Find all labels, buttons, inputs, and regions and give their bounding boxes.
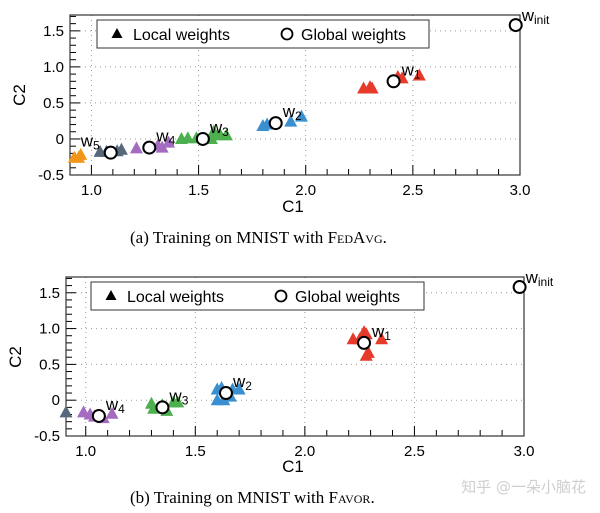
- local-weight-point: [412, 68, 426, 81]
- caption-b-suffix: .: [370, 488, 375, 507]
- x-tick-label: 2.0: [295, 182, 316, 199]
- plot-frame: [65, 276, 525, 437]
- global-weight-point: [91, 408, 106, 423]
- global-weight-point: [386, 74, 401, 89]
- global-weight-point: [155, 400, 170, 415]
- caption-b-prefix: (b) Training on MNIST with: [130, 488, 329, 507]
- local-weight-point: [129, 141, 143, 154]
- global-weight-point: [268, 116, 283, 131]
- x-tick-label: 1.5: [188, 182, 209, 199]
- legend-triangle-icon: [111, 28, 123, 38]
- y-tick-label: 0.5: [43, 95, 64, 112]
- local-weight-point: [114, 142, 128, 155]
- caption-a: (a) Training on MNIST with FedAvg.: [130, 228, 387, 248]
- caption-a-method: FedAvg: [327, 228, 383, 247]
- legend-triangle-icon: [105, 290, 117, 300]
- local-weight-point: [155, 140, 169, 153]
- y-tick-label: -0.5: [38, 167, 64, 184]
- y-tick-label: 1.5: [39, 285, 60, 302]
- x-tick-label: 2.0: [294, 443, 315, 460]
- x-tick-label: 1.0: [75, 443, 96, 460]
- local-weight-point: [219, 128, 233, 141]
- global-weight-label: w5: [80, 132, 100, 153]
- global-weight-label: w4: [105, 395, 125, 416]
- x-tick-label: 3.0: [514, 443, 535, 460]
- scatter-panel-0: 1.0 1.5 2.0 2.5 3.0 -0.5 0 0.5 1.0 1.5 C1 C2 winit w1…: [10, 6, 550, 216]
- caption-a-suffix: .: [382, 228, 387, 247]
- x-axis-label: C1: [282, 457, 304, 476]
- x-tick-label: 1.0: [81, 182, 102, 199]
- global-weight-label: w2: [282, 102, 302, 123]
- plot-frame: [69, 14, 521, 176]
- global-weight-point: [195, 131, 210, 146]
- local-weight-point: [74, 147, 88, 160]
- legend-box: [90, 281, 425, 311]
- x-tick-label: 3.0: [510, 182, 531, 199]
- global-weight-label: w1: [371, 322, 391, 343]
- local-weight-point: [365, 81, 379, 94]
- x-axis-label: C1: [282, 197, 304, 216]
- global-weight-label: w1: [401, 60, 421, 81]
- caption-b-method: Favor: [328, 488, 371, 507]
- global-weight-point: [512, 280, 527, 295]
- global-weight-point: [357, 335, 372, 350]
- global-weight-label: w3: [209, 118, 229, 139]
- local-weight-point: [361, 345, 375, 358]
- local-weight-point: [59, 405, 73, 418]
- y-tick-label: 1.5: [43, 23, 64, 40]
- global-weight-label: w2: [232, 372, 252, 393]
- x-tick-label: 2.5: [404, 443, 425, 460]
- global-weight-label: w4: [155, 127, 175, 148]
- x-tick-label: 2.5: [402, 182, 423, 199]
- global-weight-point: [508, 18, 523, 33]
- y-tick-label: 0: [52, 392, 60, 409]
- local-weight-point: [375, 332, 389, 345]
- y-axis-label: C2: [6, 346, 25, 368]
- y-tick-label: 1.0: [39, 321, 60, 338]
- legend-box: [96, 19, 430, 49]
- global-weight-label: winit: [521, 6, 550, 27]
- global-weight-point: [142, 140, 157, 155]
- legend-global-label: Global weights: [295, 289, 400, 306]
- global-weight-point: [218, 386, 233, 401]
- global-weight-label: w3: [168, 386, 188, 407]
- local-weight-point: [232, 382, 246, 395]
- y-tick-label: -0.5: [34, 428, 60, 445]
- legend-local-label: Local weights: [127, 289, 224, 306]
- global-weight-point: [103, 145, 118, 160]
- y-axis-label: C2: [10, 84, 29, 106]
- scatter-panel-1: 1.0 1.5 2.0 2.5 3.0 -0.5 0 0.5 1.0 1.5 C1 C2 winit w1…: [6, 268, 554, 476]
- global-weight-label: winit: [525, 268, 554, 289]
- legend-circle-icon: [274, 289, 288, 303]
- y-tick-label: 1.0: [43, 59, 64, 76]
- caption-b: (b) Training on MNIST with Favor.: [130, 488, 375, 508]
- local-weight-point: [284, 114, 298, 127]
- legend-circle-icon: [280, 27, 294, 41]
- legend-local-label: Local weights: [133, 27, 230, 44]
- watermark: 知乎 @一朵小脑花: [461, 478, 586, 496]
- local-weight-point: [105, 406, 119, 419]
- legend-global-label: Global weights: [301, 27, 406, 44]
- y-tick-label: 0: [56, 131, 64, 148]
- local-weight-point: [162, 135, 176, 148]
- local-weight-point: [171, 395, 185, 408]
- x-tick-label: 1.5: [185, 443, 206, 460]
- caption-a-prefix: (a) Training on MNIST with: [130, 228, 328, 247]
- local-weight-point: [294, 109, 308, 122]
- y-tick-label: 0.5: [39, 356, 60, 373]
- local-weight-point: [181, 131, 195, 144]
